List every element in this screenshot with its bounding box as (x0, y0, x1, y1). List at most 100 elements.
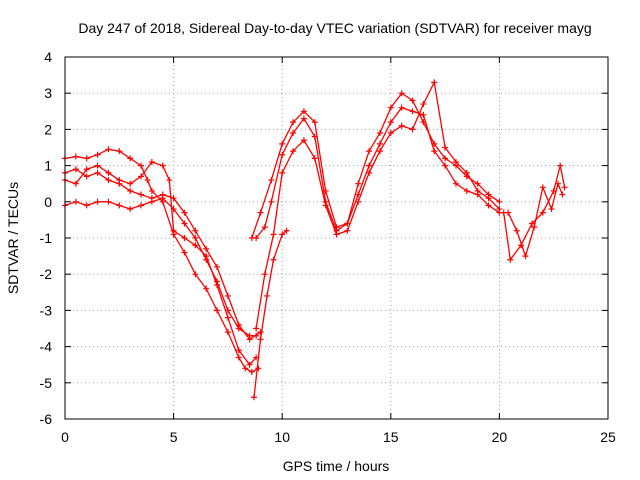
data-point (311, 119, 318, 126)
data-point (246, 361, 253, 368)
data-point (376, 140, 383, 147)
data-point (166, 177, 173, 184)
data-point (463, 187, 470, 194)
data-point (170, 206, 177, 213)
data-point (263, 292, 270, 299)
data-point (452, 180, 459, 187)
data-point (214, 263, 221, 270)
data-point (257, 209, 264, 216)
data-point (192, 235, 199, 241)
data-point (268, 177, 275, 184)
data-point (181, 235, 188, 241)
data-point (279, 231, 286, 238)
data-point (420, 101, 427, 108)
data-point (507, 256, 514, 263)
series-line (503, 165, 566, 262)
data-point (192, 271, 199, 278)
data-point (366, 148, 373, 155)
data-point (531, 224, 538, 231)
data-point (235, 347, 242, 354)
x-tick-labels: 0 5 10 15 20 25 (61, 429, 616, 445)
data-point (242, 365, 249, 372)
data-point (105, 177, 112, 184)
data-point (322, 202, 329, 209)
data-point (376, 130, 383, 137)
data-point (539, 184, 546, 191)
data-point (311, 155, 318, 162)
data-point (300, 115, 307, 122)
data-point (463, 169, 470, 176)
y-tick-label: -5 (40, 375, 53, 391)
data-point (214, 307, 221, 314)
y-tick-labels: -6 -5 -4 -3 -2 -1 0 1 2 3 4 (40, 49, 53, 427)
data-point (116, 148, 123, 155)
data-point (548, 206, 555, 213)
data-point (409, 126, 416, 133)
y-tick-label: -2 (40, 266, 53, 282)
data-point (485, 202, 492, 209)
data-point (94, 151, 101, 158)
data-point (148, 158, 155, 165)
data-point (224, 314, 231, 321)
data-point (398, 90, 405, 97)
data-point (496, 198, 503, 205)
data-point (528, 220, 535, 227)
x-axis-label: GPS time / hours (283, 458, 390, 474)
data-point (268, 198, 275, 205)
data-point (431, 79, 438, 86)
data-point (261, 271, 268, 278)
data-point (366, 169, 373, 176)
data-point (387, 130, 394, 137)
data-point (355, 191, 362, 198)
data-point (300, 137, 307, 144)
data-point (72, 166, 79, 173)
data-point (290, 130, 297, 137)
data-point (442, 162, 449, 169)
data-point (290, 119, 297, 126)
x-tick-label: 25 (600, 429, 616, 445)
y-tick-label: -1 (40, 230, 53, 246)
data-point (409, 108, 416, 115)
data-point (539, 209, 546, 216)
data-point (344, 220, 351, 227)
data-point (94, 162, 101, 169)
data-point (248, 235, 255, 241)
plot-frame (64, 56, 609, 420)
series-line (255, 80, 500, 329)
data-point (116, 202, 123, 209)
data-point (94, 169, 101, 176)
data-point (72, 198, 79, 205)
data-point (214, 278, 221, 285)
series-track-6 (248, 104, 503, 241)
data-point (192, 242, 199, 249)
series-track-9 (500, 162, 568, 263)
y-tick-label: 0 (44, 194, 52, 210)
series-track-4 (62, 195, 260, 339)
series-line (507, 181, 564, 259)
data-point (253, 325, 260, 332)
grid (65, 57, 608, 419)
data-point (192, 227, 199, 234)
y-tick-label: -6 (40, 411, 53, 427)
y-tick-label: 4 (44, 49, 52, 65)
data-point (83, 173, 90, 180)
data-point (235, 325, 242, 332)
data-point (366, 162, 373, 169)
data-point (253, 332, 260, 339)
series-line (255, 92, 500, 239)
data-point (398, 122, 405, 129)
x-tick-label: 5 (170, 429, 178, 445)
data-point (224, 329, 231, 336)
data-point (148, 198, 155, 205)
data-point (127, 187, 134, 194)
series-track-8 (250, 227, 290, 401)
data-point (505, 209, 512, 216)
data-point (442, 144, 449, 151)
data-point (255, 365, 262, 372)
data-point (138, 202, 145, 209)
data-point (159, 195, 166, 202)
data-point (559, 191, 566, 198)
data-point (257, 329, 264, 336)
data-point (270, 231, 277, 238)
